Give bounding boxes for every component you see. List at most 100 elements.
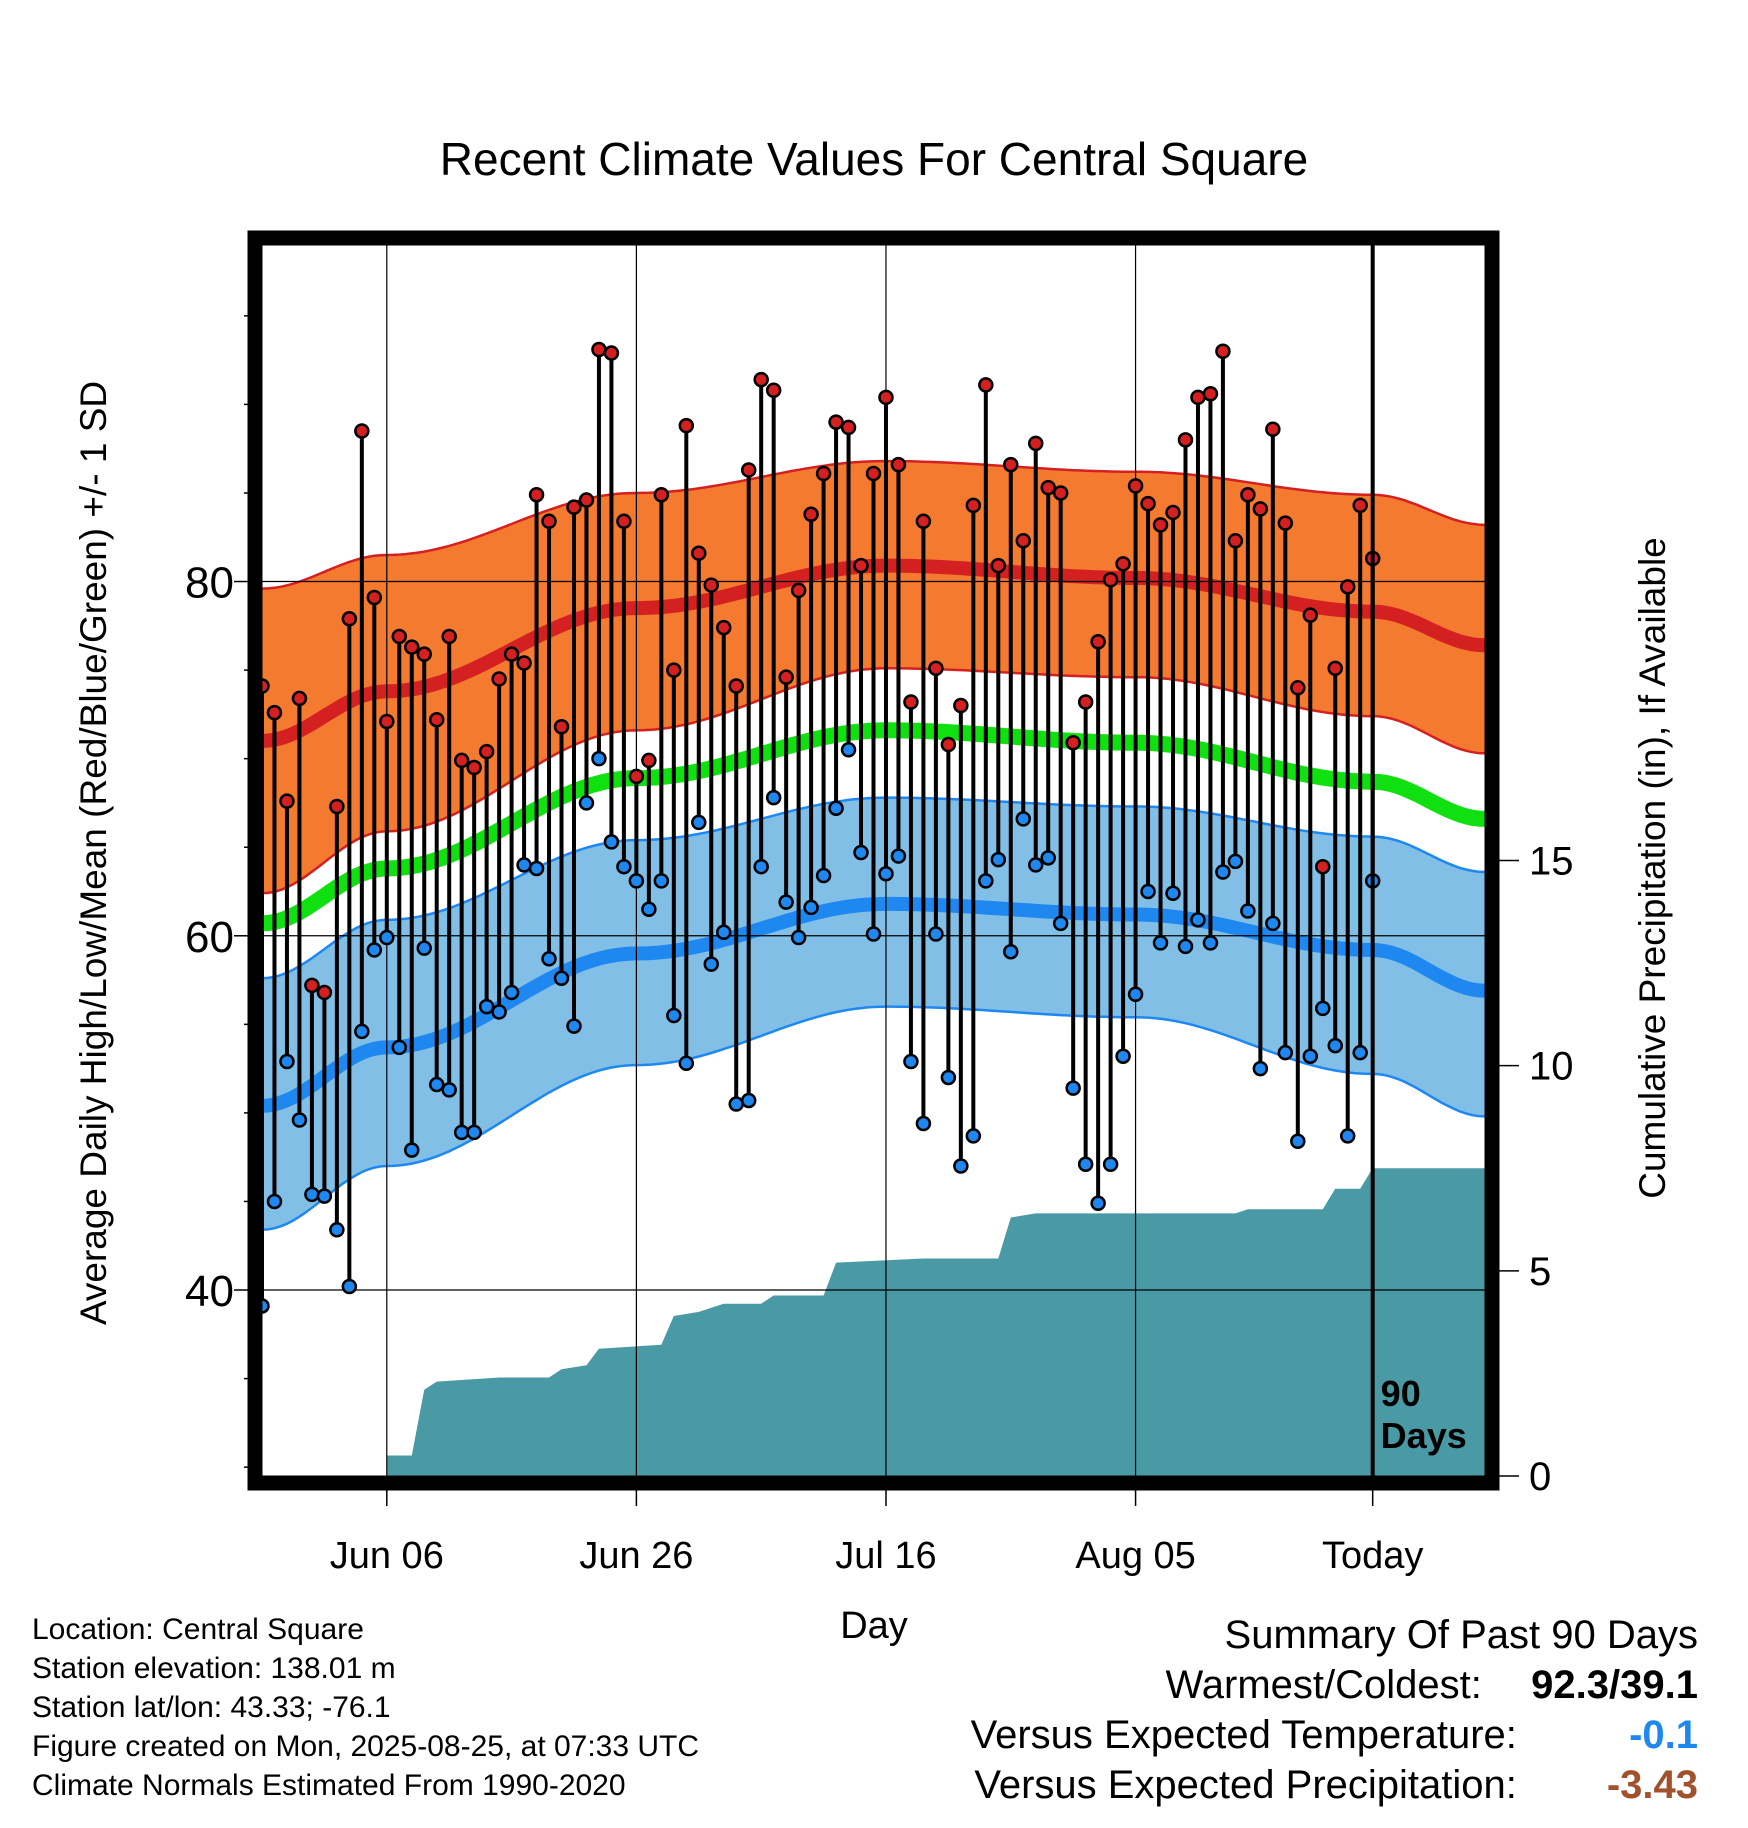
daily-low-point (1252, 1060, 1269, 1077)
daily-high-point (928, 660, 944, 677)
daily-high-point (678, 417, 695, 434)
daily-low-point (1027, 857, 1044, 873)
x-tick-label: Today (1322, 1535, 1423, 1577)
daily-high-point (1240, 486, 1256, 503)
daily-high-point (765, 382, 782, 398)
y2-tick-label: 0 (1529, 1455, 1551, 1499)
daily-high-point (391, 628, 408, 645)
daily-low-point (1052, 915, 1069, 932)
x-axis-label: Day (840, 1605, 908, 1647)
daily-high-point (291, 690, 308, 707)
daily-high-point (965, 497, 982, 514)
elevation-text: Station elevation: 138.01 m (32, 1652, 396, 1685)
daily-low-point (803, 899, 819, 916)
daily-low-point (628, 873, 645, 889)
daily-high-point (1165, 504, 1181, 521)
low-sd-band (262, 797, 1485, 1230)
daily-low-point (965, 1128, 982, 1144)
daily-low-point (1102, 1156, 1119, 1173)
daily-high-point (1015, 533, 1032, 549)
daily-low-point (940, 1069, 957, 1086)
daily-high-point (1227, 533, 1244, 549)
daily-low-point (1290, 1133, 1306, 1149)
daily-high-point (453, 752, 470, 769)
daily-low-point (903, 1053, 919, 1070)
daily-high-point (1277, 515, 1294, 531)
daily-low-point (1352, 1044, 1368, 1061)
daily-low-point (728, 1096, 744, 1112)
location-text: Location: Central Square (32, 1613, 364, 1646)
daily-low-point (266, 1193, 283, 1210)
station-info: Location: Central Square Station elevati… (32, 1610, 699, 1805)
summary-title: Summary Of Past 90 Days (1224, 1613, 1698, 1657)
daily-low-point (491, 1004, 507, 1020)
daily-low-point (1339, 1128, 1356, 1144)
daily-high-point (878, 389, 894, 406)
daily-low-point (778, 894, 794, 910)
daily-low-point (316, 1188, 333, 1204)
y2-tick-label: 5 (1529, 1250, 1551, 1294)
daily-high-point (1152, 517, 1169, 533)
y2-axis-label: Cumulative Precipitation (in), If Availa… (1632, 537, 1673, 1199)
chart-title: Recent Climate Values For Central Square (440, 133, 1308, 185)
daily-high-point (1077, 694, 1094, 710)
daily-low-point (616, 858, 632, 875)
daily-high-point (641, 752, 657, 769)
daily-high-point (978, 377, 994, 393)
daily-high-point (1202, 386, 1219, 402)
daily-high-point (528, 486, 545, 503)
daily-high-point (553, 719, 570, 735)
daily-low-point (329, 1222, 345, 1238)
daily-high-point (1339, 579, 1356, 595)
daily-high-point (541, 513, 557, 530)
daily-high-point (815, 465, 832, 482)
daily-high-point (1027, 435, 1044, 452)
daily-low-point (478, 998, 495, 1015)
daily-low-point (1265, 915, 1281, 932)
daily-low-point (1227, 853, 1244, 870)
daily-high-point (666, 662, 682, 678)
y-tick-label: 60 (185, 913, 234, 962)
daily-low-point (528, 860, 545, 877)
summary-panel: Summary Of Past 90 Days Warmest/Coldest:… (971, 1610, 1698, 1810)
daily-low-point (1127, 986, 1144, 1002)
daily-high-point (503, 646, 520, 662)
daily-high-point (466, 759, 482, 776)
y2-tick-label: 15 (1529, 840, 1574, 884)
daily-low-point (1015, 811, 1032, 827)
daily-high-point (591, 341, 607, 358)
daily-low-point (553, 970, 570, 987)
daily-high-point (628, 768, 645, 785)
daily-high-point (691, 545, 707, 561)
daily-low-point (765, 789, 782, 806)
daily-high-point (441, 628, 457, 645)
daily-high-point (1140, 495, 1156, 512)
daily-low-point (1040, 850, 1056, 866)
daily-high-point (1252, 501, 1269, 517)
daily-low-point (1315, 1000, 1331, 1017)
daily-low-point (441, 1082, 457, 1098)
normals-text: Climate Normals Estimated From 1990-2020 (32, 1769, 626, 1802)
daily-high-point (753, 371, 769, 388)
daily-low-point (641, 901, 657, 917)
daily-high-point (990, 557, 1007, 574)
daily-low-point (1140, 883, 1156, 900)
daily-high-point (366, 589, 383, 606)
daily-low-point (366, 942, 383, 958)
daily-high-point (1115, 556, 1131, 572)
daily-high-point (1052, 485, 1069, 501)
daily-high-point (1090, 634, 1106, 650)
daily-high-point (428, 711, 445, 728)
high-sd-band (262, 461, 1485, 894)
daily-low-point (853, 844, 869, 861)
daily-low-point (1302, 1048, 1319, 1064)
daily-low-point (1152, 935, 1169, 951)
daily-low-point (691, 814, 707, 831)
daily-high-point (491, 671, 507, 687)
daily-low-point (341, 1278, 358, 1295)
daily-high-point (1215, 343, 1231, 360)
daily-low-point (279, 1053, 295, 1070)
daily-high-point (341, 610, 358, 627)
